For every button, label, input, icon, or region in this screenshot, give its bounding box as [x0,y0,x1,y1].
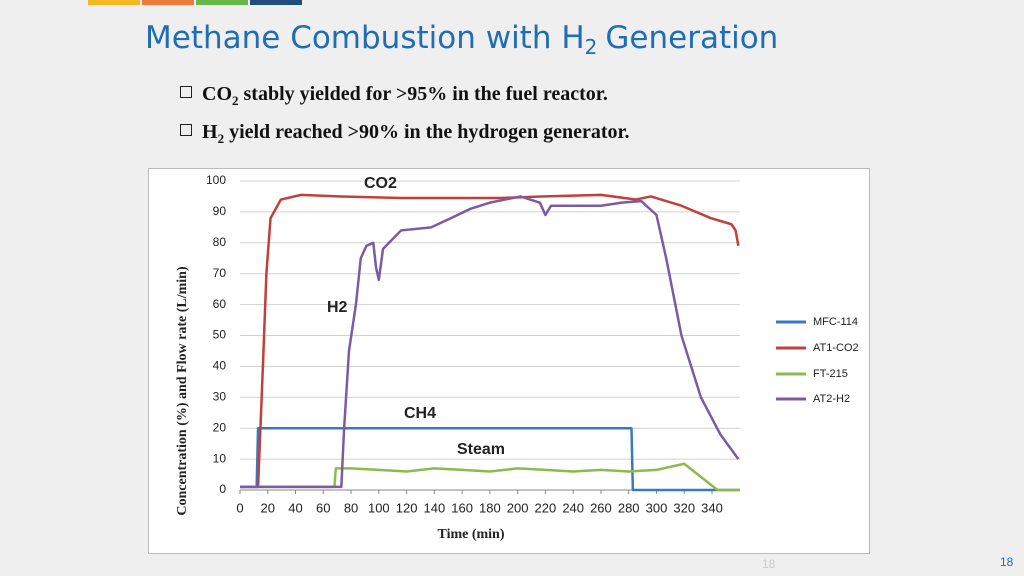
y-tick-label: 70 [213,266,227,280]
annotation: CO2 [364,175,397,192]
x-axis-label: Time (min) [437,527,504,542]
chart-frame: 0 10 20 30 40 50 60 70 80 90 100 0 20 40 60 80 100 120 140… [148,168,870,554]
x-tick-label: 280 [618,500,640,515]
y-axis-label: Concentration (%) and Flow rate (L/min) [175,266,190,516]
bullet-text: H [202,121,218,143]
bullet: H2 yield reached >90% in the hydrogen gen… [180,121,630,147]
x-tick-label: 160 [451,500,473,515]
accent-bar [250,0,302,5]
x-tick-label: 0 [236,500,243,515]
annotation: H2 [327,299,348,316]
chart: 0 10 20 30 40 50 60 70 80 90 100 0 20 40 60 80 100 120 140… [175,173,859,542]
x-tick-label: 180 [479,500,501,515]
x-tick-label: 120 [396,500,418,515]
x-tick-label: 300 [646,500,668,515]
legend-label: MFC-114 [813,316,858,328]
y-tick-label: 30 [213,389,227,403]
x-tick-label: 60 [316,500,330,515]
x-tick-label: 220 [535,500,557,515]
legend-label: AT1-CO2 [813,342,859,354]
accent-bar [88,0,140,5]
y-tick-label: 50 [213,328,227,342]
y-tick-label: 40 [213,359,227,373]
title-text: Generation [605,20,779,56]
bullet-text: yield reached >90% in the hydrogen gener… [229,121,630,143]
x-tick-label: 340 [701,500,723,515]
x-tick-label: 140 [424,500,446,515]
faint-number: 18 [762,557,776,571]
slide-title: Methane Combustion with H2 Generation [145,20,778,59]
x-tick-label: 320 [673,500,695,515]
series-line [240,193,740,489]
x-tick-label: 260 [590,500,612,515]
x-tick-label: 100 [368,500,390,515]
series-line [240,195,740,489]
title-subscript: 2 [584,35,598,59]
bullet-subscript: 2 [217,131,225,146]
bullet: CO2 stably yielded for >95% in the fuel r… [180,83,608,109]
y-tick-label: 80 [213,235,227,249]
y-tick-label: 90 [213,204,227,218]
x-tick-label: 240 [562,500,584,515]
x-tick-label: 80 [344,500,358,515]
bullet-text: CO [202,83,232,105]
y-tick-label: 10 [213,451,227,465]
legend-label: AT2-H2 [813,393,850,405]
annotation: Steam [457,441,505,458]
accent-bar [142,0,194,5]
y-tick-label: 20 [213,420,227,434]
annotation: CH4 [404,405,436,422]
x-tick-label: 40 [288,500,302,515]
bullet-subscript: 2 [232,93,239,108]
accent-bar [196,0,248,5]
bullet-text: stably yielded for >95% in the fuel reac… [243,83,608,105]
legend-label: FT-215 [813,368,848,380]
x-tick-label: 20 [261,500,275,515]
series-line [240,462,740,492]
y-tick-label: 0 [219,482,226,496]
page-number: 18 [1000,555,1014,569]
x-tick-label: 200 [507,500,529,515]
y-tick-label: 60 [213,297,227,311]
y-tick-label: 100 [206,173,226,187]
title-text: Methane Combustion with H [145,20,585,56]
